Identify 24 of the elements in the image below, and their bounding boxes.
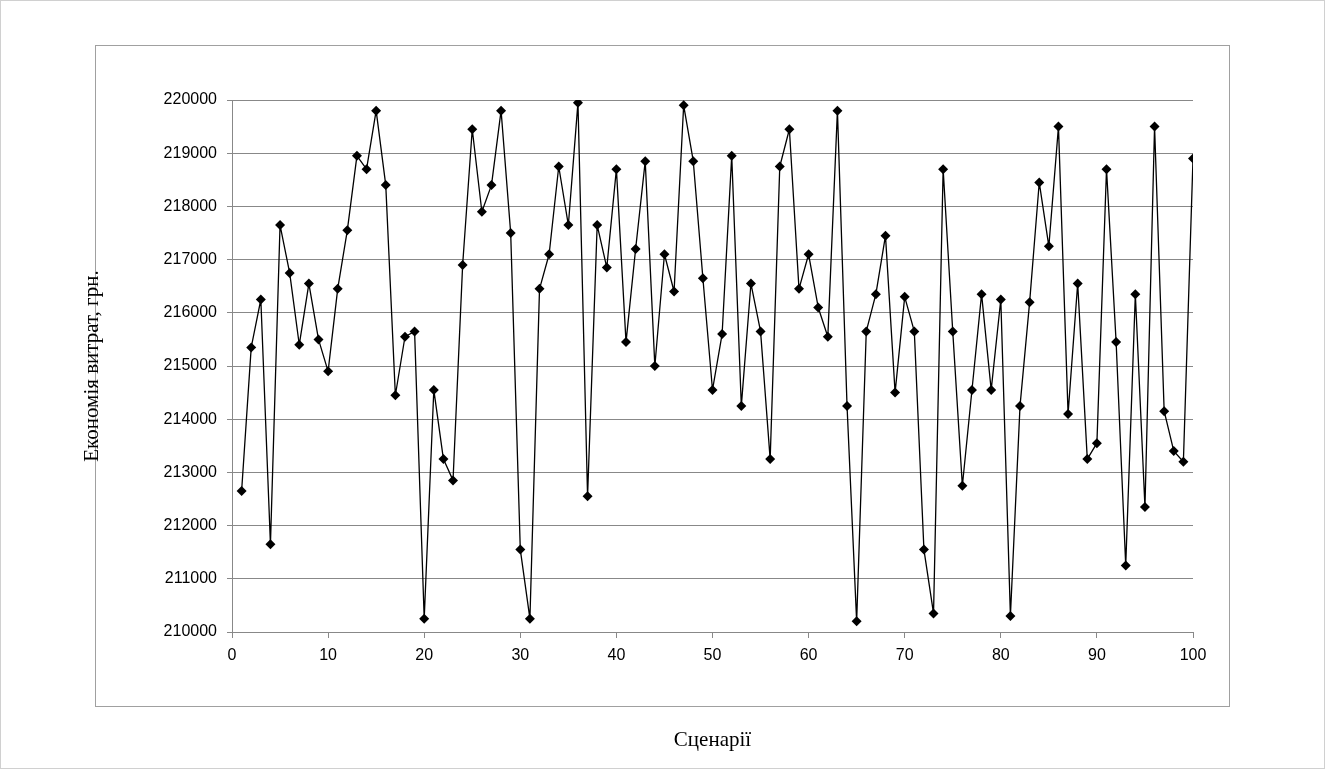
y-tick-label: 215000 — [163, 356, 218, 374]
x-tick-label: 60 — [799, 646, 818, 664]
y-tick-label: 211000 — [164, 569, 218, 587]
y-tick-label: 220000 — [163, 90, 218, 108]
y-tick-label: 217000 — [163, 250, 218, 268]
y-tick-label: 218000 — [163, 196, 218, 214]
x-tick-label: 40 — [607, 646, 626, 664]
x-tick-label: 0 — [227, 646, 237, 664]
x-tick-label: 20 — [415, 646, 434, 664]
x-tick-label: 10 — [319, 646, 338, 664]
y-axis-title: Економія витрат, грн. — [79, 270, 104, 462]
y-tick-label: 212000 — [163, 516, 218, 534]
x-tick-label: 100 — [1179, 646, 1207, 664]
y-tick-label: 219000 — [163, 143, 218, 161]
y-tick-label: 210000 — [163, 622, 218, 640]
x-tick-label: 50 — [703, 646, 722, 664]
x-axis-title: Сценарії — [673, 726, 752, 751]
x-tick-label: 70 — [895, 646, 914, 664]
y-tick-label: 213000 — [163, 462, 218, 480]
x-tick-label: 30 — [511, 646, 530, 664]
x-tick-label: 80 — [991, 646, 1010, 664]
y-tick-label: 214000 — [163, 409, 218, 427]
x-tick-label: 90 — [1088, 646, 1106, 664]
y-tick-label: 216000 — [163, 303, 218, 321]
